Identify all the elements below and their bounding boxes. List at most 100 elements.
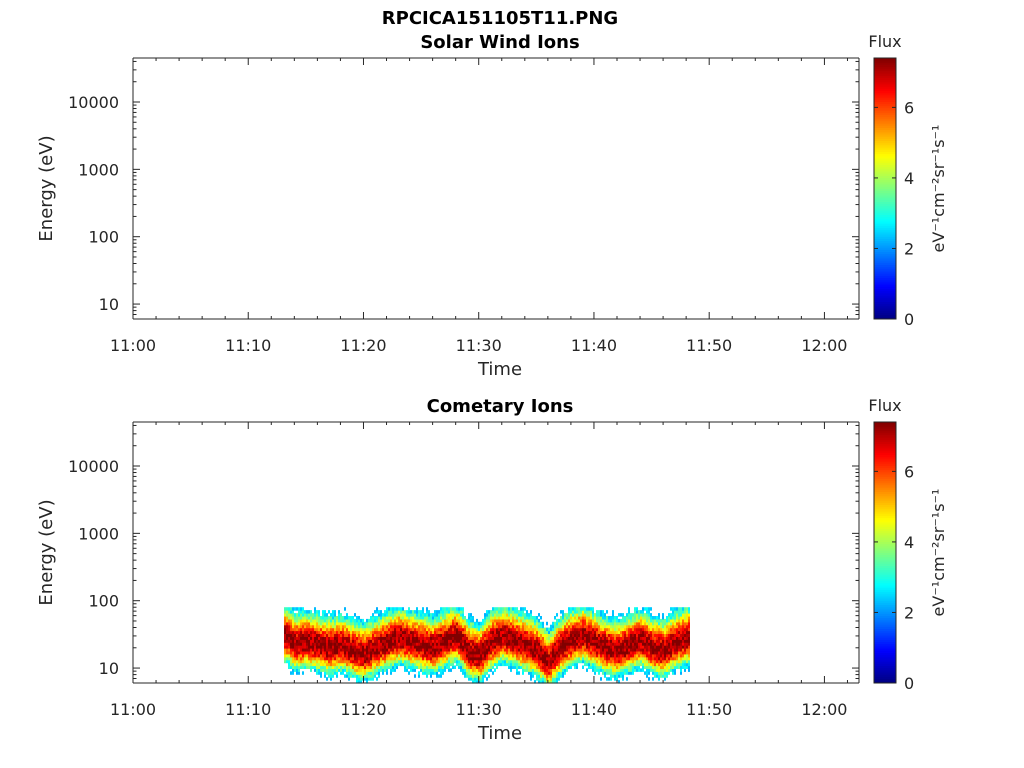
heatmap-cell — [314, 639, 316, 643]
heatmap-cell — [536, 639, 538, 643]
heatmap-cell — [452, 648, 454, 652]
heatmap-cell — [412, 665, 414, 669]
heatmap-cell — [400, 645, 402, 649]
heatmap-cell — [630, 613, 632, 617]
heatmap-cell — [358, 665, 360, 669]
heatmap-cell — [332, 650, 334, 655]
heatmap-cell — [532, 627, 534, 632]
heatmap-cell — [556, 636, 558, 640]
heatmap-cell — [514, 607, 516, 611]
heatmap-cell — [622, 639, 624, 643]
heatmap-cell — [312, 639, 314, 643]
heatmap-cell — [326, 648, 328, 652]
heatmap-cell — [602, 650, 604, 655]
heatmap-cell — [390, 621, 392, 626]
heatmap-cell — [528, 642, 530, 646]
heatmap-cell — [392, 618, 394, 623]
colorbar-segment — [874, 543, 896, 547]
heatmap-cell — [312, 613, 314, 617]
heatmap-cell — [292, 645, 294, 649]
heatmap-cell — [516, 621, 518, 626]
heatmap-cell — [676, 636, 678, 640]
heatmap-cell — [382, 642, 384, 646]
heatmap-cell — [370, 677, 372, 681]
heatmap-cell — [580, 610, 582, 614]
heatmap-cell — [618, 662, 620, 667]
heatmap-cell — [564, 639, 566, 643]
heatmap-cell — [328, 624, 330, 629]
heatmap-cell — [508, 656, 510, 661]
heatmap-cell — [414, 665, 416, 669]
heatmap-cell — [554, 624, 556, 629]
heatmap-cell — [576, 662, 578, 667]
heatmap-cell — [426, 633, 428, 637]
heatmap-cell — [588, 639, 590, 643]
heatmap-cell — [510, 627, 512, 632]
colorbar-segment — [874, 480, 896, 484]
heatmap-cell — [328, 668, 330, 672]
heatmap-cell — [680, 630, 682, 634]
heatmap-cell — [516, 639, 518, 643]
heatmap-cell — [314, 616, 316, 620]
heatmap-cell — [476, 648, 478, 652]
heatmap-cell — [686, 662, 688, 667]
heatmap-cell — [338, 610, 340, 614]
heatmap-cell — [670, 642, 672, 646]
heatmap-cell — [456, 656, 458, 661]
heatmap-cell — [458, 636, 460, 640]
colorbar-segment — [874, 524, 896, 527]
heatmap-cell — [340, 653, 342, 658]
heatmap-cell — [286, 648, 288, 652]
heatmap-cell — [496, 653, 498, 658]
x-tick-label: 11:40 — [571, 700, 617, 719]
heatmap-cell — [564, 613, 566, 617]
heatmap-cell — [302, 624, 304, 629]
heatmap-cell — [340, 665, 342, 669]
heatmap-cell — [650, 607, 652, 611]
heatmap-cell — [618, 618, 620, 623]
heatmap-cell — [450, 645, 452, 649]
heatmap-cell — [388, 653, 390, 658]
heatmap-cell — [638, 662, 640, 667]
heatmap-cell — [638, 624, 640, 629]
heatmap-cell — [548, 668, 550, 672]
heatmap-cell — [310, 668, 312, 672]
heatmap-cell — [434, 636, 436, 640]
heatmap-cell — [642, 639, 644, 643]
heatmap-cell — [672, 665, 674, 669]
heatmap-cell — [436, 671, 438, 675]
heatmap-cell — [466, 648, 468, 652]
heatmap-cell — [614, 656, 616, 661]
heatmap-cell — [474, 639, 476, 643]
heatmap-cell — [580, 624, 582, 629]
heatmap-cell — [610, 618, 612, 623]
heatmap-cell — [442, 645, 444, 649]
heatmap-cell — [590, 650, 592, 655]
heatmap-cell — [400, 627, 402, 632]
heatmap-cell — [376, 662, 378, 667]
heatmap-cell — [382, 656, 384, 661]
colorbar-segment — [874, 646, 896, 649]
heatmap-cell — [558, 645, 560, 649]
heatmap-cell — [556, 624, 558, 629]
y-tick-label: 1000 — [78, 524, 119, 543]
heatmap-cell — [288, 610, 290, 614]
heatmap-cell — [544, 627, 546, 632]
heatmap-cell — [352, 665, 354, 669]
heatmap-cell — [428, 665, 430, 669]
heatmap-cell — [644, 642, 646, 646]
heatmap-cell — [364, 668, 366, 672]
heatmap-cell — [568, 665, 570, 669]
heatmap-cell — [644, 662, 646, 667]
heatmap-cell — [606, 671, 608, 675]
heatmap-cell — [334, 662, 336, 667]
heatmap-cell — [538, 677, 540, 681]
heatmap-cell — [412, 618, 414, 623]
heatmap-cell — [300, 613, 302, 617]
heatmap-cell — [408, 618, 410, 623]
heatmap-cell — [442, 653, 444, 658]
heatmap-cell — [658, 656, 660, 661]
heatmap-cell — [374, 668, 376, 672]
heatmap-cell — [654, 668, 656, 672]
heatmap-cell — [324, 653, 326, 658]
